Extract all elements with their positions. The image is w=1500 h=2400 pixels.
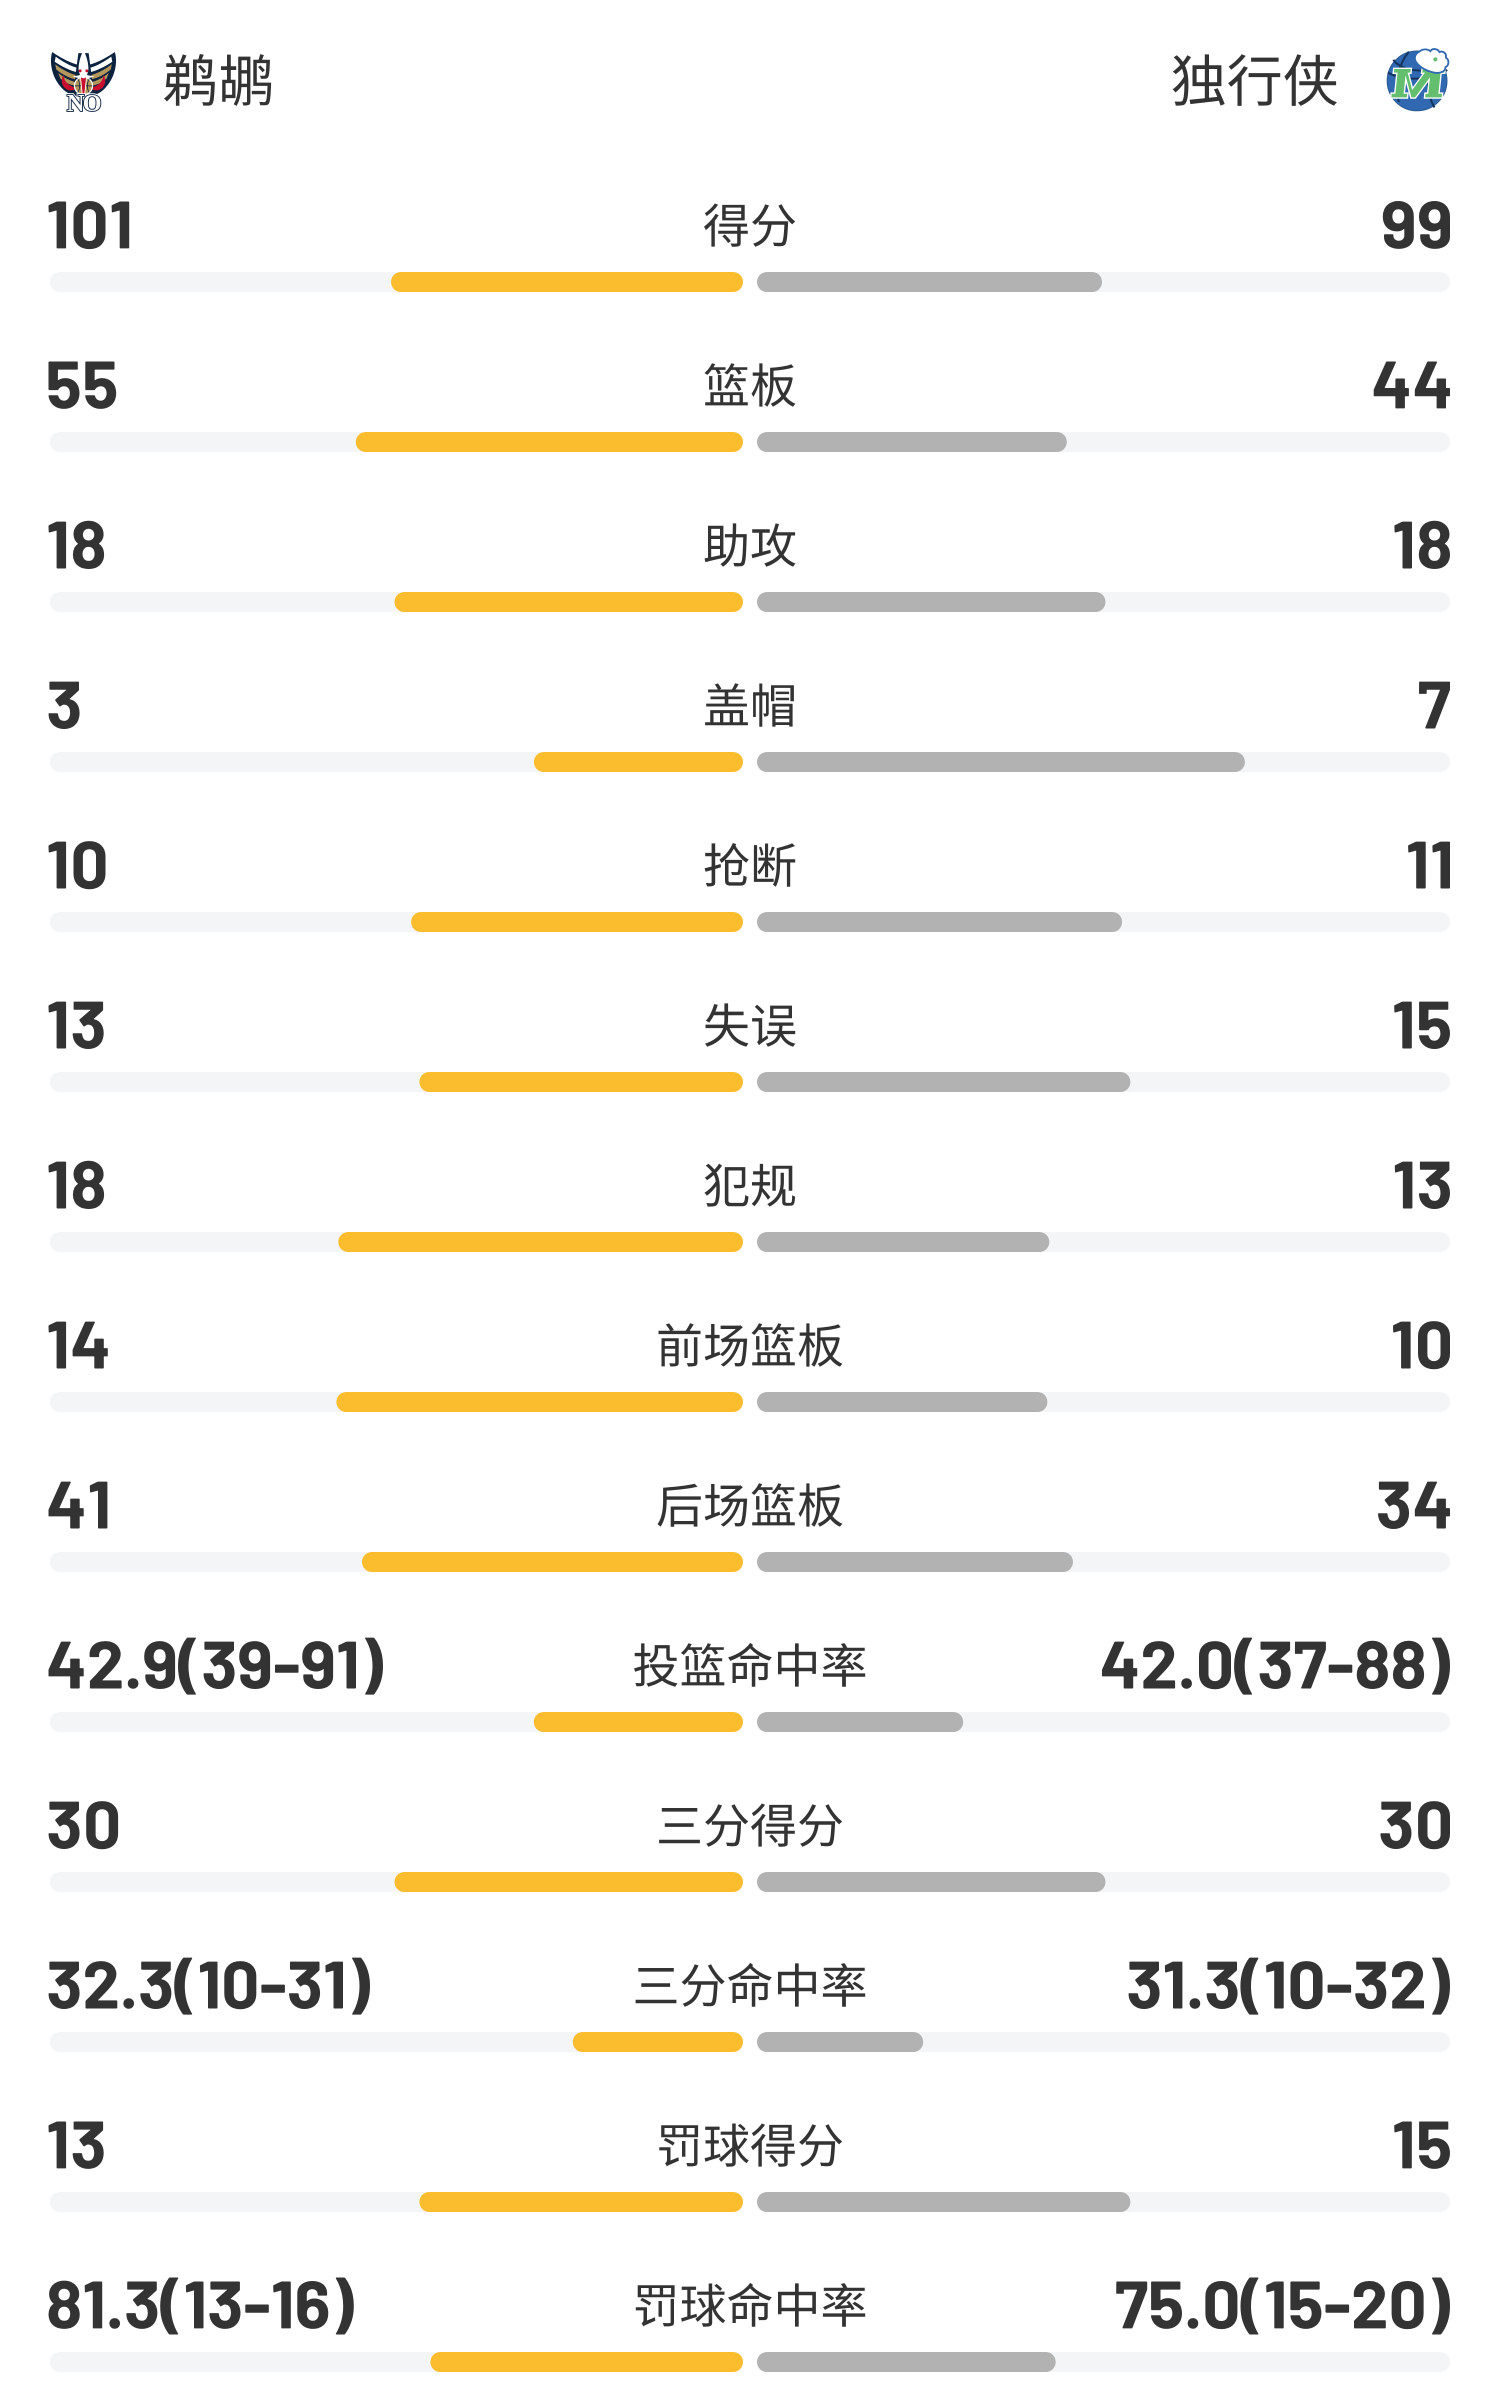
svg-text:NO: NO [67, 91, 101, 117]
svg-text:NO: NO [67, 91, 101, 117]
